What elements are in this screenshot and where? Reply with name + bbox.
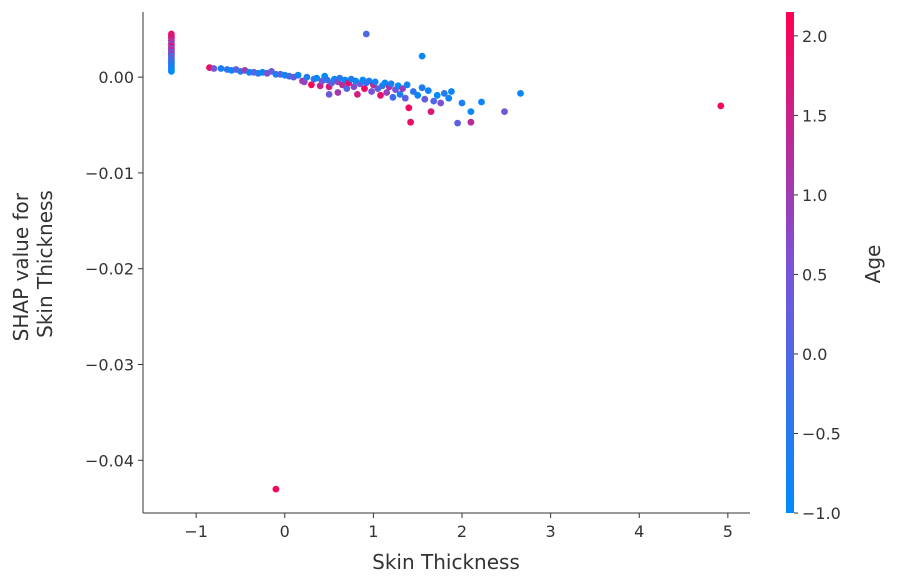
colorbar-tick-label: 1.0 [802, 186, 827, 205]
scatter-point [448, 88, 455, 95]
scatter-point [409, 88, 417, 95]
scatter-point [517, 90, 524, 97]
y-axis-title: SHAP value for Skin Thickness [9, 187, 57, 342]
scatter-point [381, 79, 389, 87]
scatter-point [383, 89, 391, 96]
y-tick-label: −0.01 [85, 164, 134, 183]
scatter-point [437, 99, 445, 107]
scatter-point [354, 91, 361, 98]
scatter-point [294, 71, 302, 79]
x-tick-label: 1 [368, 522, 378, 541]
scatter-point [368, 88, 375, 95]
scatter-point [440, 90, 448, 97]
scatter-point [478, 98, 485, 106]
y-axis-ticks: 0.00 −0.01 −0.02 −0.03 −0.04 [85, 68, 143, 470]
scatter-point [217, 65, 225, 72]
scatter-point [401, 94, 409, 102]
scatter-point [334, 89, 342, 96]
x-tick-label: 2 [457, 522, 467, 541]
colorbar-tick-label: 0.5 [802, 265, 827, 284]
scatter-point [427, 108, 435, 115]
scatter-point [325, 91, 333, 98]
scatter-point [421, 95, 429, 103]
scatter-point [210, 65, 218, 72]
colorbar-title: Age [861, 245, 885, 284]
scatter-point [365, 77, 373, 85]
scatter-point [430, 97, 438, 105]
scatter-point [387, 80, 395, 88]
scatter-point [717, 102, 725, 110]
scatter-point [313, 74, 321, 82]
scatter-point [458, 99, 466, 107]
y-tick-label: −0.03 [85, 356, 134, 375]
scatter-point [405, 104, 413, 112]
scatter-point [424, 87, 432, 94]
x-tick-label: 4 [634, 522, 644, 541]
colorbar [786, 12, 794, 513]
scatter-point [403, 81, 411, 89]
scatter-point [407, 118, 414, 126]
scatter-point [303, 73, 311, 81]
scatter-point [362, 30, 370, 38]
colorbar-tick-label: 0.0 [802, 345, 827, 364]
y-tick-label: −0.02 [85, 260, 134, 279]
scatter-point [371, 78, 379, 86]
scatter-point [433, 91, 441, 99]
y-axis-title-line-1: SHAP value for [9, 192, 33, 341]
scatter-point [418, 52, 426, 60]
scatter-point [501, 108, 508, 115]
colorbar-tick-label: −1.0 [802, 504, 841, 523]
scatter-point [445, 94, 453, 102]
scatter-point [377, 91, 384, 99]
scatter-point [418, 84, 426, 92]
scatter-point [168, 68, 175, 75]
scatter-point [336, 74, 344, 82]
colorbar-tick-label: −0.5 [802, 424, 841, 443]
colorbar-tick-label: 2.0 [802, 27, 827, 46]
x-axis-ticks: −1 0 1 2 3 4 5 [184, 513, 733, 541]
x-tick-label: −1 [184, 522, 208, 541]
scatter-point [467, 118, 475, 126]
scatter-point [399, 85, 406, 92]
scatter-point [350, 83, 358, 91]
x-tick-label: 5 [723, 522, 733, 541]
y-tick-label: 0.00 [98, 68, 134, 87]
scatter-point [272, 485, 280, 493]
scatter-point [343, 85, 351, 92]
x-axis-title: Skin Thickness [372, 550, 520, 574]
scatter-point [396, 91, 404, 98]
y-axis-title-line-2: Skin Thickness [33, 190, 57, 338]
x-tick-label: 0 [280, 522, 290, 541]
scatter-points [168, 30, 725, 493]
colorbar-tick-label: 1.5 [802, 106, 827, 125]
y-tick-label: −0.04 [85, 451, 134, 470]
scatter-point [467, 108, 475, 115]
scatter-point [361, 85, 368, 92]
x-tick-label: 3 [546, 522, 556, 541]
scatter-point [454, 119, 461, 127]
scatter-point [308, 81, 315, 89]
colorbar-ticks: 2.0 1.5 1.0 0.5 0.0 −0.5 −1.0 [794, 27, 841, 523]
scatter-point [414, 91, 422, 99]
scatter-point [389, 93, 397, 101]
